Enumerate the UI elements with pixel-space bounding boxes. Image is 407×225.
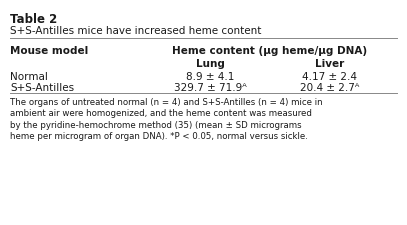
Text: 329.7 ± 71.9ᴬ: 329.7 ± 71.9ᴬ [174, 83, 246, 93]
Text: 8.9 ± 4.1: 8.9 ± 4.1 [186, 72, 234, 82]
Text: S+S-Antilles: S+S-Antilles [10, 83, 74, 93]
Text: Liver: Liver [315, 59, 345, 69]
Text: 20.4 ± 2.7ᴬ: 20.4 ± 2.7ᴬ [300, 83, 360, 93]
Text: Heme content (μg heme/μg DNA): Heme content (μg heme/μg DNA) [173, 46, 368, 56]
Text: Mouse model: Mouse model [10, 46, 88, 56]
Text: 4.17 ± 2.4: 4.17 ± 2.4 [302, 72, 357, 82]
Text: The organs of untreated normal (n = 4) and S+S-Antilles (n = 4) mice in
ambient : The organs of untreated normal (n = 4) a… [10, 98, 323, 141]
Text: Table 2: Table 2 [10, 13, 57, 26]
Text: Lung: Lung [195, 59, 224, 69]
Text: S+S-Antilles mice have increased heme content: S+S-Antilles mice have increased heme co… [10, 26, 261, 36]
Text: Normal: Normal [10, 72, 48, 82]
